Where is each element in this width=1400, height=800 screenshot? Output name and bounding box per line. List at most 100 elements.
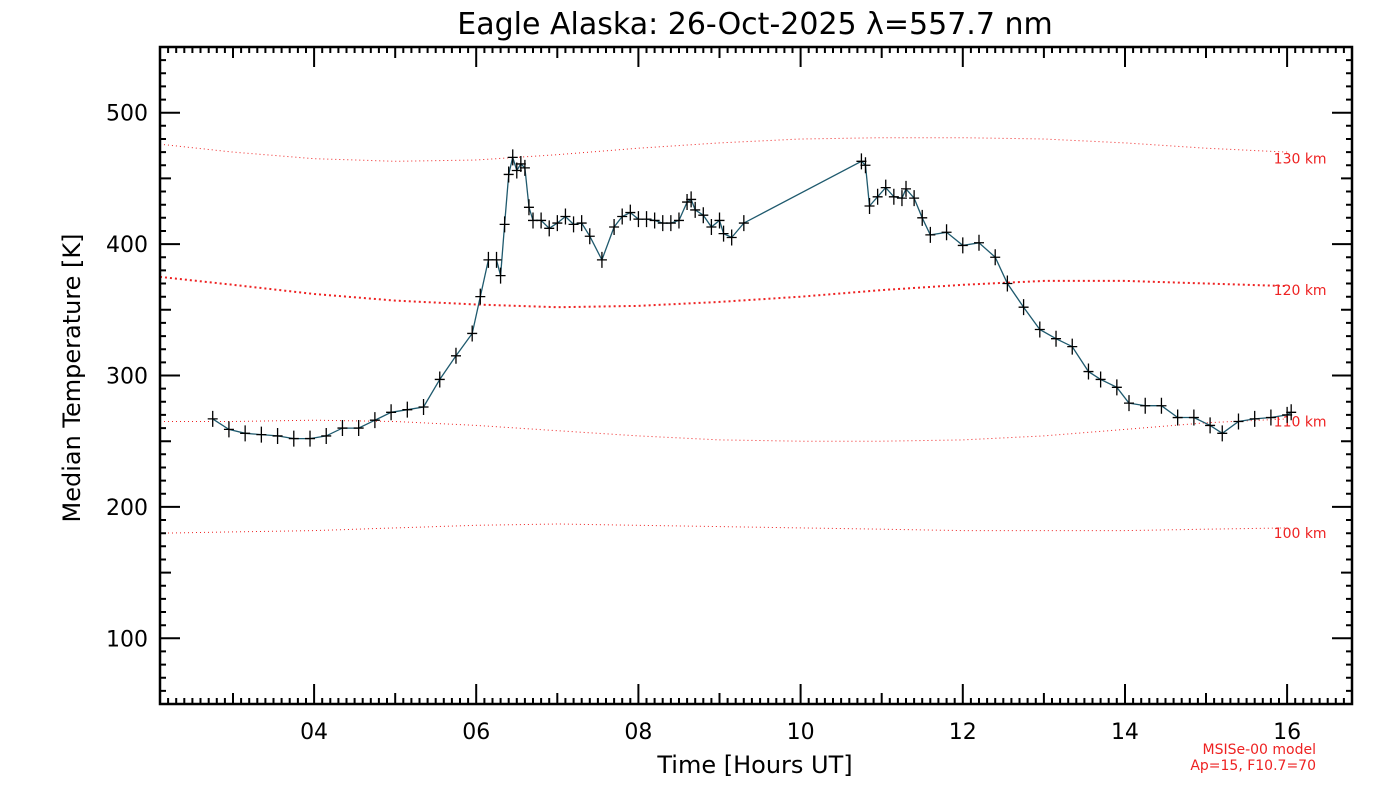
data-point	[617, 208, 628, 225]
data-point	[305, 430, 316, 447]
data-point	[896, 190, 907, 207]
data-point	[738, 215, 749, 232]
data-point	[682, 194, 693, 211]
plot-frame	[158, 45, 1354, 706]
data-point	[941, 224, 952, 241]
data-point	[714, 212, 725, 229]
y-axis-label: Median Temperature [K]	[58, 233, 86, 522]
y-tick-label: 200	[106, 496, 148, 521]
data-point	[901, 180, 912, 197]
data-point	[641, 211, 652, 228]
model-annotation-line2: Ap=15, F10.7=70	[1190, 758, 1316, 774]
data-point	[1124, 395, 1135, 412]
data-point	[880, 179, 891, 196]
data-point	[990, 249, 1001, 266]
y-tick-label: 300	[106, 365, 148, 390]
data-point	[321, 427, 332, 444]
data-point	[1034, 321, 1045, 338]
data-point	[475, 288, 486, 305]
data-point	[552, 215, 563, 232]
x-tick-label: 16	[1273, 720, 1301, 745]
data-point	[1286, 404, 1297, 421]
x-tick-label: 14	[1111, 720, 1139, 745]
data-point	[491, 251, 502, 268]
model-curve-120-km	[159, 275, 1288, 309]
data-point	[511, 162, 522, 179]
x-tick-label: 04	[300, 720, 328, 745]
data-point	[467, 325, 478, 342]
data-point	[925, 226, 936, 243]
data-point	[649, 212, 660, 229]
data-point	[240, 425, 251, 442]
data-point	[418, 399, 429, 416]
data-point	[1018, 299, 1029, 316]
model-curve-100-km	[159, 523, 1288, 534]
data-point	[686, 191, 697, 208]
data-point	[625, 204, 636, 221]
data-series	[207, 149, 1297, 447]
data-point	[665, 215, 676, 232]
data-point	[698, 207, 709, 224]
data-point	[223, 421, 234, 438]
data-point	[673, 212, 684, 229]
model-label-130-km: 130 km	[1274, 152, 1327, 168]
data-point	[288, 430, 299, 447]
data-point	[1083, 363, 1094, 380]
chart-title: Eagle Alaska: 26-Oct-2025 λ=557.7 nm	[457, 7, 1052, 42]
data-point	[337, 420, 348, 437]
data-point	[402, 401, 413, 418]
data-point	[1205, 417, 1216, 434]
data-point	[568, 216, 579, 233]
model-curves	[159, 137, 1288, 534]
data-point	[1111, 379, 1122, 396]
y-tick-label: 400	[106, 233, 148, 258]
data-point	[576, 215, 587, 232]
data-point	[609, 219, 620, 236]
model-annotation-line1: MSISe-00 model	[1202, 742, 1316, 758]
data-point	[1067, 338, 1078, 355]
data-line	[212, 154, 1292, 440]
data-point	[434, 371, 445, 388]
data-point	[909, 190, 920, 207]
data-point	[872, 188, 883, 205]
data-point	[726, 229, 737, 246]
data-point	[584, 228, 595, 245]
data-point	[706, 219, 717, 236]
data-point	[690, 201, 701, 218]
y-tick-label: 100	[106, 627, 148, 652]
data-point	[499, 216, 510, 233]
data-point	[860, 157, 871, 174]
x-tick-label: 08	[624, 720, 652, 745]
x-axis-label: Time [Hours UT]	[656, 751, 852, 779]
data-point	[507, 149, 518, 166]
model-curve-110-km	[160, 418, 1288, 442]
data-point	[256, 426, 267, 443]
x-tick-label: 06	[462, 720, 490, 745]
data-point	[1172, 409, 1183, 426]
data-point	[353, 420, 364, 437]
data-point	[856, 153, 867, 170]
data-point	[560, 208, 571, 225]
data-point	[544, 220, 555, 237]
model-label-100-km: 100 km	[1274, 526, 1327, 542]
data-point	[369, 412, 380, 429]
data-point	[536, 212, 547, 229]
data-point	[515, 155, 526, 172]
data-point	[1249, 410, 1260, 427]
data-point	[1265, 409, 1276, 426]
axis-ticks	[159, 46, 1353, 705]
data-point	[272, 427, 283, 444]
data-point	[718, 225, 729, 242]
data-point	[917, 209, 928, 226]
data-point	[957, 237, 968, 254]
data-point	[1095, 371, 1106, 388]
data-point	[888, 188, 899, 205]
data-point	[1002, 275, 1013, 292]
data-point	[1282, 406, 1293, 423]
data-point	[1188, 409, 1199, 426]
plot-axes: 04 06 08 10 12 14 16 100 200 300 400 500	[106, 45, 1354, 745]
data-point	[386, 404, 397, 421]
data-point	[450, 347, 461, 364]
data-point	[1051, 330, 1062, 347]
